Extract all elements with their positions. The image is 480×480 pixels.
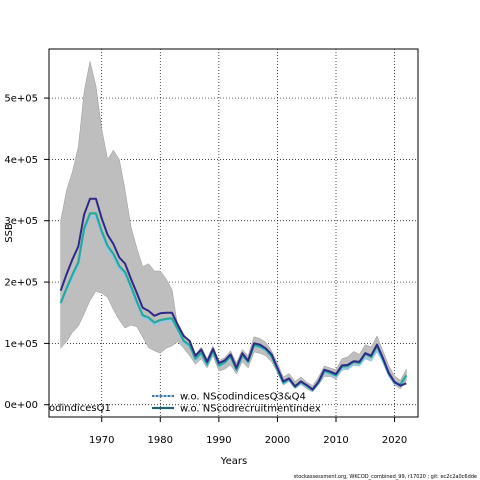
x-tick-label-0: 1970: [89, 435, 114, 446]
y-tick-label-4: 4e+05: [4, 155, 38, 166]
x-axis-title: Years: [220, 456, 247, 467]
y-tick-label-2: 2e+05: [4, 278, 38, 289]
series-line-navy: [59, 197, 407, 391]
legend-label-1: w.o. NScodrecruitmentindex: [180, 404, 321, 415]
y-tick-label-3: 3e+05: [4, 216, 38, 227]
x-tick-label-4: 2010: [323, 435, 348, 446]
left-fragment-label: odindicesQ1: [49, 403, 111, 414]
x-tick-label-3: 2000: [265, 435, 290, 446]
legend: w.o. NScodindicesQ3&Q4w.o. NScodrecruitm…: [152, 392, 321, 415]
y-tick-label-1: 1e+05: [4, 339, 38, 350]
y-axis-ticks: 0e+00 1e+05 2e+05 3e+05 4e+05 5e+05: [4, 94, 49, 411]
y-axis-title: SSB: [4, 223, 15, 243]
x-tick-label-1: 1980: [148, 435, 173, 446]
plot-frame: [48, 48, 419, 418]
series-lines: [59, 197, 408, 392]
x-axis-ticks: 1970 1980 1990 2000 2010 2020: [89, 417, 407, 446]
y-tick-label-5: 5e+05: [4, 94, 38, 105]
footer-credit: stockassessment.org, WKCOD_combined_99, …: [294, 474, 477, 480]
legend-label-0: w.o. NScodindicesQ3&Q4: [180, 392, 306, 403]
y-tick-label-0: 0e+00: [4, 400, 38, 411]
x-tick-label-5: 2020: [382, 435, 407, 446]
x-tick-label-2: 1990: [206, 435, 231, 446]
